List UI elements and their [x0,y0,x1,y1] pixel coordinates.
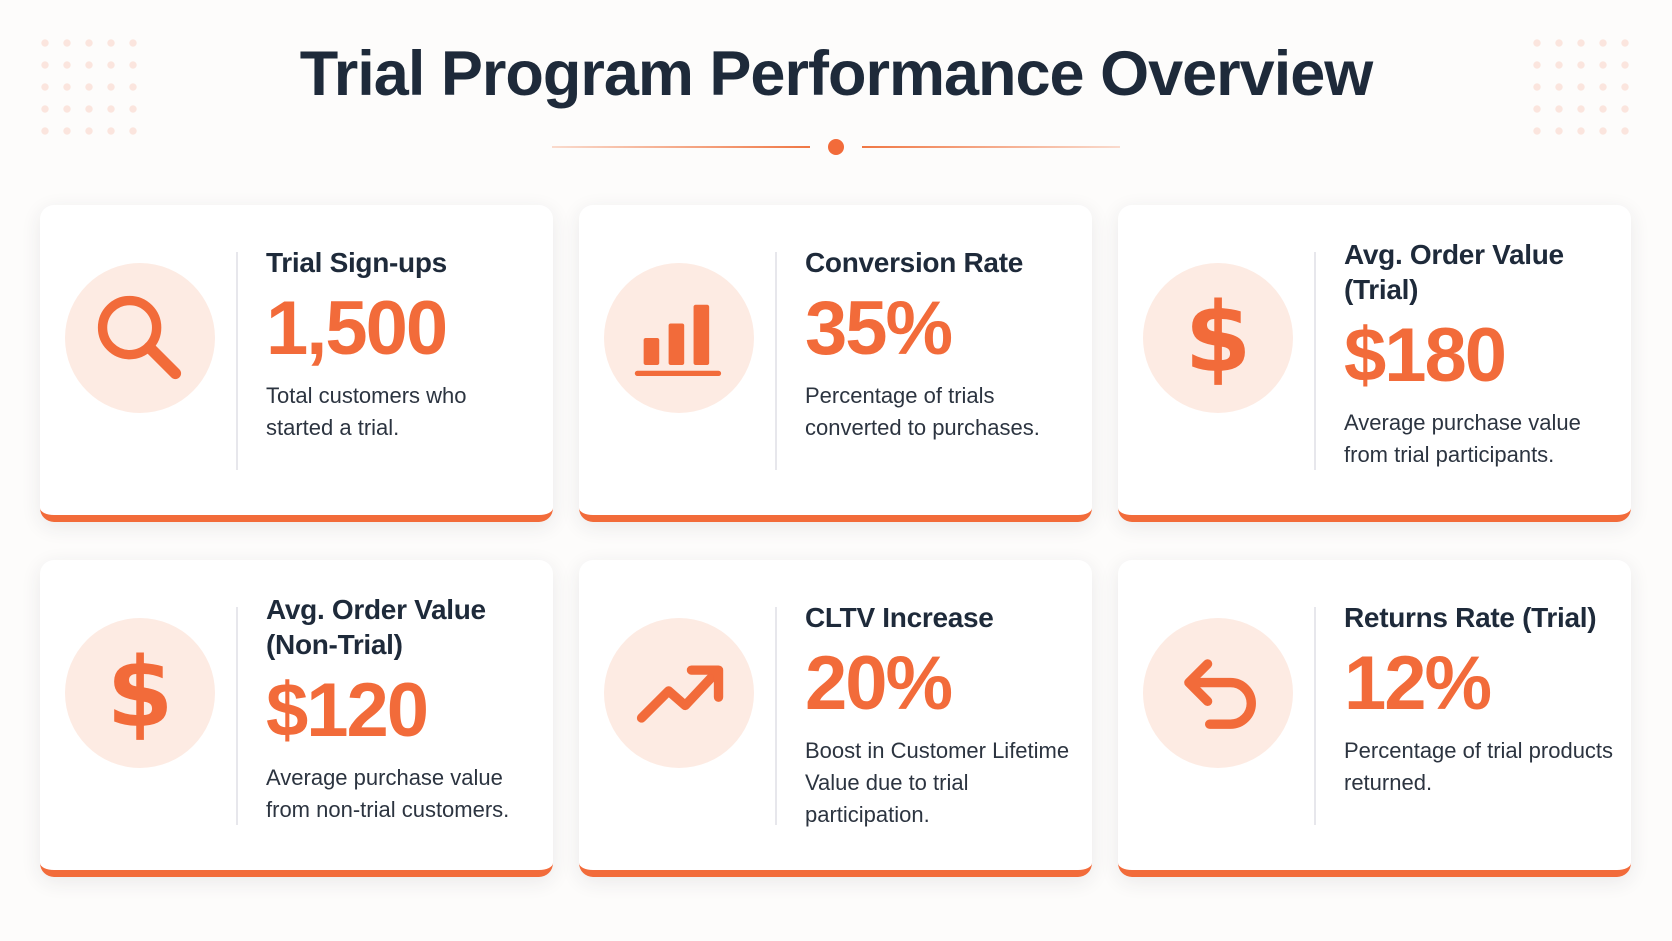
kpi-value: 20% [805,641,953,726]
kpi-description: Boost in Customer Lifetime Value due to … [805,738,1070,827]
kpi-grid: Trial Sign-ups 1,500 Total customers who… [40,205,1632,877]
kpi-card-aov-trial: $ Avg. Order Value (Trial) $180 Average … [1118,205,1631,522]
card-divider [1314,607,1316,825]
kpi-title: Conversion Rate [805,247,1023,278]
kpi-card-cltv-increase: CLTV Increase 20% Boost in Customer Life… [579,560,1092,877]
kpi-value: $120 [266,668,429,753]
kpi-title: Trial Sign-ups [266,247,447,278]
kpi-value: 1,500 [266,286,448,371]
kpi-card-returns-rate: Returns Rate (Trial) 12% Percentage of t… [1118,560,1631,877]
kpi-value: 12% [1344,641,1492,726]
kpi-description: Percentage of trials converted to purcha… [805,383,1040,440]
dollar-icon: $ [1143,263,1293,413]
kpi-description: Average purchase value from non-trial cu… [266,765,510,822]
bar-chart-icon [604,263,754,413]
kpi-title: Avg. Order Value (Non-Trial) [266,594,486,660]
dollar-icon: $ [65,618,215,768]
card-divider [1314,252,1316,470]
kpi-card-conversion-rate: Conversion Rate 35% Percentage of trials… [579,205,1092,522]
decorative-dots-right [1526,32,1636,142]
kpi-description: Total customers who started a trial. [266,383,467,440]
page-title: Trial Program Performance Overview [299,39,1374,109]
card-divider [775,607,777,825]
kpi-value: 35% [805,286,953,371]
trending-up-icon [604,618,754,768]
kpi-value: $180 [1344,313,1507,398]
kpi-title: CLTV Increase [805,602,994,633]
title-divider [552,139,1120,155]
decorative-dots-left [34,32,144,142]
kpi-card-trial-signups: Trial Sign-ups 1,500 Total customers who… [40,205,553,522]
kpi-card-aov-non-trial: $ Avg. Order Value (Non-Trial) $120 Aver… [40,560,553,877]
card-divider [775,252,777,470]
kpi-title: Returns Rate (Trial) [1344,602,1597,633]
card-divider [236,607,238,825]
kpi-title: Avg. Order Value (Trial) [1344,239,1564,305]
search-icon [65,263,215,413]
kpi-description: Percentage of trial products returned. [1344,738,1614,795]
undo-icon [1143,618,1293,768]
kpi-description: Average purchase value from trial partic… [1344,410,1581,467]
card-divider [236,252,238,470]
